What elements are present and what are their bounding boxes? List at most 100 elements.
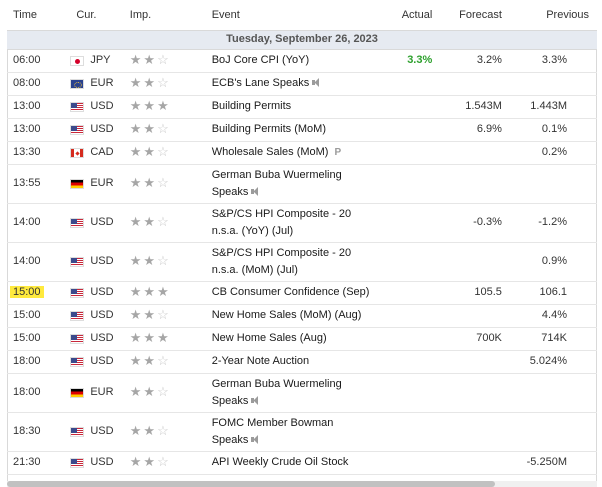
event-name[interactable]: Wholesale Sales (MoM) — [211, 146, 329, 158]
importance-stars: ★★★ — [130, 330, 171, 345]
event-cell[interactable]: Wholesale Sales (MoM) P — [205, 141, 383, 165]
event-time-cell: 13:55 — [7, 164, 63, 204]
currency-code: USD — [90, 425, 114, 437]
event-name[interactable]: BoJ Core CPI (YoY) — [211, 54, 310, 66]
speaker-icon — [251, 434, 260, 444]
table-row[interactable]: 15:00 USD ★★★ CB Consumer Confidence (Sep) 1… — [7, 281, 597, 305]
event-cell[interactable]: S&P/CS HPI Composite - 20 n.s.a. (MoM) (J… — [205, 242, 383, 282]
actual-value — [382, 281, 441, 305]
scrollbar-thumb[interactable] — [7, 481, 495, 487]
event-cell[interactable]: Building Permits — [205, 95, 383, 119]
star-filled-icon: ★ — [129, 121, 144, 136]
table-row[interactable]: 18:00 USD ★★☆ 2-Year Note Auction 5.024% — [7, 350, 597, 374]
event-name[interactable]: CB Consumer Confidence (Sep) — [211, 286, 370, 298]
event-name[interactable]: New Home Sales (MoM) (Aug) — [211, 309, 362, 321]
event-name[interactable]: S&P/CS HPI Composite - 20 — [211, 207, 352, 220]
event-time-cell: 21:30 — [7, 451, 63, 475]
event-name-continued[interactable]: Speaks — [211, 394, 249, 407]
table-row[interactable]: 13:00 USD ★★☆ Building Permits (MoM) 6.9% 0.1… — [7, 118, 597, 142]
importance-cell: ★★☆ — [123, 141, 206, 165]
importance-stars: ★★☆ — [130, 384, 171, 399]
forecast-value — [440, 373, 510, 413]
importance-stars: ★★★ — [130, 98, 171, 113]
currency-code: USD — [90, 309, 114, 321]
header-previous[interactable]: Previous — [509, 0, 597, 31]
event-cell[interactable]: ECB's Lane Speaks — [205, 72, 383, 96]
table-row[interactable]: 13:30 CAD ★★☆ Wholesale Sales (MoM) P 0.2% — [7, 141, 597, 165]
currency-cell: USD — [62, 350, 124, 374]
actual-value — [382, 304, 441, 328]
event-cell[interactable]: 2-Year Note Auction — [205, 350, 383, 374]
header-event[interactable]: Event — [205, 0, 383, 31]
currency-cell: USD — [62, 451, 124, 475]
actual-value — [382, 203, 441, 243]
header-actual[interactable]: Actual — [382, 0, 441, 31]
star-filled-icon: ★ — [129, 52, 144, 67]
preliminary-icon: P — [334, 147, 342, 158]
table-row[interactable]: 21:30 USD ★★☆ API Weekly Crude Oil Stock -5.… — [7, 451, 597, 475]
currency-cell: EUR — [62, 164, 124, 204]
table-row[interactable]: 18:00 EUR ★★☆ German Buba Wuermeling Speaks — [7, 373, 597, 413]
event-name-continued[interactable]: n.s.a. (YoY) (Jul) — [211, 224, 294, 237]
event-cell[interactable]: CB Consumer Confidence (Sep) — [205, 281, 383, 305]
event-cell[interactable]: S&P/CS HPI Composite - 20 n.s.a. (YoY) (J… — [205, 203, 383, 243]
event-cell[interactable]: BoJ Core CPI (YoY) — [205, 49, 383, 73]
event-time-cell: 13:00 — [7, 95, 63, 119]
event-name[interactable]: Building Permits (MoM) — [211, 123, 327, 135]
header-currency[interactable]: Cur. — [62, 0, 124, 31]
event-name[interactable]: German Buba Wuermeling — [211, 377, 342, 390]
previous-value: 714K — [509, 327, 597, 351]
event-name[interactable]: API Weekly Crude Oil Stock — [211, 456, 349, 468]
event-time-cell: 06:00 — [7, 49, 63, 73]
event-cell[interactable]: German Buba Wuermeling Speaks — [205, 164, 383, 204]
event-time-cell: 13:00 — [7, 118, 63, 142]
event-name[interactable]: ECB's Lane Speaks — [211, 77, 310, 89]
actual-value — [382, 95, 441, 119]
event-name[interactable]: German Buba Wuermeling — [211, 168, 342, 181]
star-filled-icon: ★ — [143, 307, 158, 322]
importance-cell: ★★☆ — [123, 164, 206, 204]
table-row[interactable]: 15:00 USD ★★★ New Home Sales (Aug) 700K 714K — [7, 327, 597, 351]
flag-icon — [70, 426, 85, 437]
event-time: 15:00 — [10, 286, 44, 298]
table-row[interactable]: 18:30 USD ★★☆ FOMC Member Bowman Speaks — [7, 412, 597, 452]
star-filled-icon: ★ — [143, 214, 158, 229]
importance-stars: ★★★ — [130, 284, 171, 299]
event-cell[interactable]: Building Permits (MoM) — [205, 118, 383, 142]
event-name[interactable]: Building Permits — [211, 100, 292, 112]
event-name-continued[interactable]: n.s.a. (MoM) (Jul) — [211, 263, 298, 276]
event-name[interactable]: S&P/CS HPI Composite - 20 — [211, 246, 352, 259]
header-time[interactable]: Time — [7, 0, 63, 31]
header-forecast[interactable]: Forecast — [440, 0, 510, 31]
table-row[interactable]: 14:00 USD ★★☆ S&P/CS HPI Composite - 20 n.s.… — [7, 203, 597, 243]
star-filled-icon: ★ — [143, 384, 158, 399]
event-cell[interactable]: New Home Sales (Aug) — [205, 327, 383, 351]
event-name-continued[interactable]: Speaks — [211, 433, 249, 446]
table-row[interactable]: 08:00 EUR ★★☆ ECB's Lane Speaks — [7, 72, 597, 96]
event-name[interactable]: 2-Year Note Auction — [211, 355, 310, 367]
event-cell[interactable]: API Weekly Crude Oil Stock — [205, 451, 383, 475]
star-filled-icon: ★ — [143, 253, 158, 268]
importance-cell: ★★★ — [123, 95, 206, 119]
header-importance[interactable]: Imp. — [123, 0, 206, 31]
event-cell[interactable]: FOMC Member Bowman Speaks — [205, 412, 383, 452]
event-name-continued[interactable]: Speaks — [211, 185, 249, 198]
event-name[interactable]: FOMC Member Bowman — [211, 416, 334, 429]
forecast-value — [440, 304, 510, 328]
table-row[interactable]: 14:00 USD ★★☆ S&P/CS HPI Composite - 20 n.s.… — [7, 242, 597, 282]
table-row[interactable]: 13:55 EUR ★★☆ German Buba Wuermeling Speaks — [7, 164, 597, 204]
event-cell[interactable]: German Buba Wuermeling Speaks — [205, 373, 383, 413]
currency-code: EUR — [90, 77, 114, 89]
currency-cell: JPY — [62, 49, 124, 73]
table-row[interactable]: 13:00 USD ★★★ Building Permits 1.543M 1.443M — [7, 95, 597, 119]
table-row[interactable]: 06:00 JPY ★★☆ BoJ Core CPI (YoY) 3.3% 3.2% 3.3… — [7, 49, 597, 73]
speaker-icon — [251, 395, 260, 405]
table-row[interactable]: 15:00 USD ★★☆ New Home Sales (MoM) (Aug) 4.4… — [7, 304, 597, 328]
event-time: 18:00 — [13, 386, 41, 398]
event-time-cell: 18:00 — [7, 373, 63, 413]
horizontal-scrollbar[interactable] — [7, 481, 597, 487]
event-name[interactable]: New Home Sales (Aug) — [211, 332, 327, 344]
event-cell[interactable]: New Home Sales (MoM) (Aug) — [205, 304, 383, 328]
star-empty-icon: ☆ — [157, 52, 171, 67]
star-empty-icon: ☆ — [157, 144, 171, 159]
